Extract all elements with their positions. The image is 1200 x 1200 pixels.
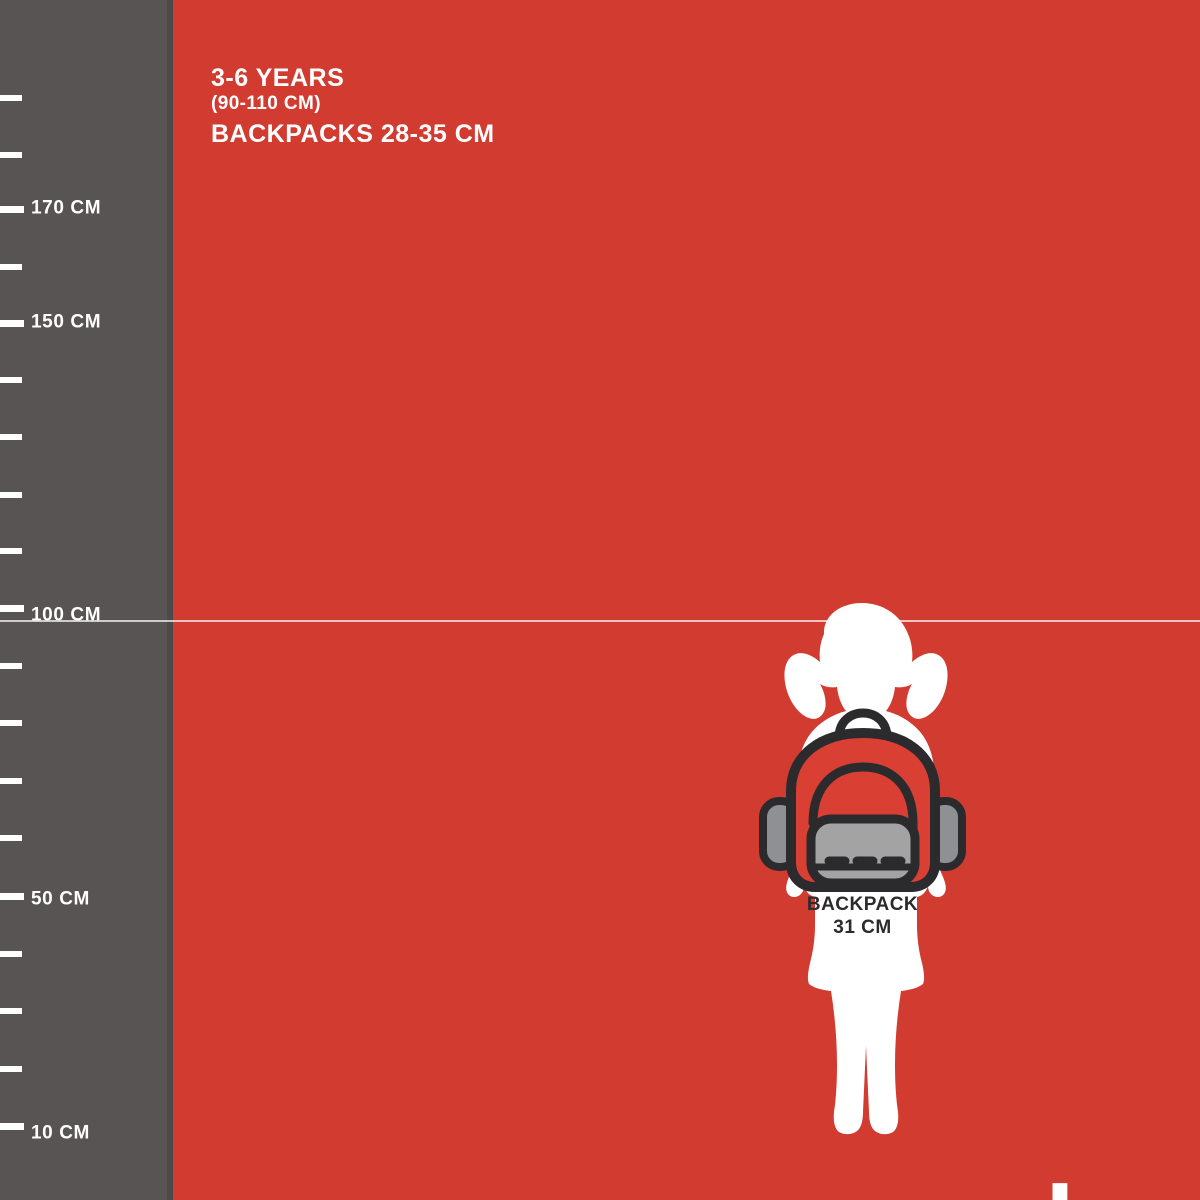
backpack-lid-seam — [808, 762, 918, 838]
ruler-tick-minor — [0, 492, 22, 498]
backpack-caption-line1: BACKPACK — [806, 894, 919, 915]
ruler-tick-minor — [0, 264, 22, 270]
ruler-tick-minor — [0, 434, 22, 440]
backpack-front-pocket — [806, 814, 920, 888]
child-with-backpack-illustration — [735, 595, 990, 1195]
ruler-tick-major — [0, 319, 24, 327]
ruler-tick-minor — [0, 835, 22, 841]
backpack-caption-line2: 31 CM — [833, 917, 892, 939]
ruler-tick-minor — [0, 152, 22, 158]
reference-line-100cm — [0, 620, 1200, 622]
ruler-tick-minor — [0, 720, 22, 726]
header-text-block: 3-6 YEARS (90-110 CM) BACKPACKS 28-35 CM — [211, 64, 495, 148]
ruler-tick-minor — [0, 95, 22, 101]
ruler-tick-minor — [0, 778, 22, 784]
backpack-size-caption: BACKPACK 31 CM — [735, 893, 990, 939]
backpack-handle — [834, 708, 892, 743]
ruler-tick-minor — [0, 548, 22, 554]
ruler-label: 170 CM — [31, 197, 102, 219]
height-range-label: (90-110 CM) — [211, 93, 321, 114]
ruler-tick-minor — [0, 377, 22, 383]
height-ruler — [0, 0, 167, 1200]
ruler-tick-minor — [0, 951, 22, 957]
ruler-label: 50 CM — [31, 888, 90, 910]
ruler-label: 100 CM — [31, 604, 102, 626]
ruler-label: 10 CM — [31, 1122, 90, 1144]
backpack-icon — [759, 708, 966, 892]
ruler-tick-minor — [0, 1066, 22, 1072]
ruler-edge — [167, 0, 173, 1200]
ruler-tick-major — [0, 1122, 24, 1130]
ruler-tick-major — [0, 604, 24, 612]
ruler-tick-minor — [0, 663, 22, 669]
ruler-tick-major — [0, 892, 24, 900]
backpack-range-label: BACKPACKS 28-35 CM — [211, 119, 495, 148]
age-label: 3-6 YEARS — [211, 64, 345, 92]
ruler-tick-minor — [0, 1008, 22, 1014]
ruler-label: 150 CM — [31, 311, 102, 333]
ruler-tick-major — [0, 205, 24, 213]
